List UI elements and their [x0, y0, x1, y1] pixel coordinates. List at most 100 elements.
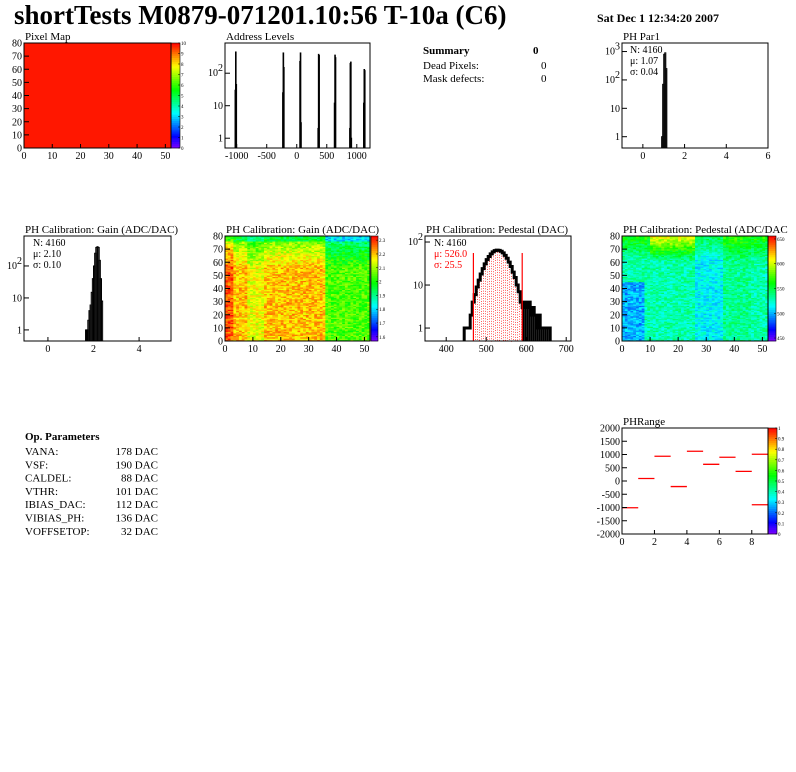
- heatmap-cell: [275, 263, 279, 266]
- heatmap-cell: [317, 251, 321, 254]
- heatmap-cell: [289, 279, 293, 281]
- heatmap-cell: [291, 299, 295, 301]
- heatmap-cell: [266, 253, 270, 255]
- heatmap-cell: [275, 268, 279, 271]
- heatmap-cell: [283, 305, 287, 308]
- heatmap-cell: [266, 241, 270, 243]
- heatmap-cell: [291, 250, 295, 252]
- heatmap-cell: [333, 266, 337, 268]
- heatmap-cell: [269, 249, 273, 251]
- heatmap-cell: [244, 288, 248, 291]
- heatmap-cell: [347, 257, 351, 259]
- fit-hatch-dot: [495, 280, 496, 281]
- fit-hatch-dot: [485, 300, 486, 302]
- heatmap-cell: [305, 331, 309, 334]
- heatmap-cell: [230, 245, 234, 247]
- heatmap-cell: [339, 300, 343, 302]
- heatmap-cell: [258, 257, 262, 259]
- fit-region-fill: [480, 274, 483, 341]
- heatmap-cell: [317, 243, 321, 246]
- heatmap-cell: [317, 271, 321, 273]
- heatmap-cell: [300, 337, 304, 339]
- heatmap-cell: [255, 302, 259, 305]
- heatmap-cell: [311, 266, 315, 268]
- fit-hatch-dot: [491, 313, 492, 315]
- heatmap-cell: [325, 268, 329, 271]
- heatmap-cell: [233, 339, 237, 342]
- heatmap-cell: [325, 325, 329, 327]
- heatmap-cell: [367, 242, 371, 245]
- heatmap-cell: [350, 238, 354, 241]
- fit-hatch-dot: [501, 330, 502, 332]
- heatmap-cell: [286, 268, 290, 271]
- fit-hatch-dot: [493, 296, 494, 298]
- heatmap-cell: [319, 312, 323, 314]
- heatmap-cell: [314, 250, 318, 252]
- heatmap-cell: [252, 274, 256, 276]
- heatmap-cell: [266, 291, 270, 293]
- fit-hatch-dot: [491, 323, 492, 325]
- heatmap-cell: [261, 296, 265, 298]
- dead-pixels-label: Dead Pixels:: [423, 60, 479, 72]
- heatmap-cell: [225, 239, 229, 242]
- heatmap-cell: [233, 284, 237, 287]
- heatmap-cell: [255, 279, 259, 281]
- fit-hatch-dot: [491, 330, 492, 332]
- heatmap-cell: [297, 320, 301, 322]
- heatmap-cell: [358, 237, 362, 239]
- heatmap-cell: [305, 333, 309, 335]
- heatmap-cell: [277, 237, 282, 239]
- fit-hatch-dot: [505, 299, 506, 301]
- heatmap-cell: [358, 275, 362, 277]
- heatmap-cell: [305, 334, 309, 336]
- heatmap-cell: [233, 260, 237, 263]
- fit-hatch-dot: [495, 307, 496, 309]
- heatmap-cell: [311, 254, 315, 256]
- heatmap-cell: [350, 271, 354, 273]
- heatmap-cell: [233, 304, 237, 306]
- heatmap-cell: [364, 236, 368, 238]
- heatmap-cell: [255, 331, 259, 334]
- heatmap-cell: [330, 320, 334, 322]
- heatmap-cell: [305, 337, 309, 339]
- heatmap-cell: [236, 322, 240, 325]
- heatmap-cell: [336, 285, 340, 288]
- colorbar-cell: [171, 95, 180, 98]
- fit-hatch-dot: [499, 292, 500, 294]
- heatmap-cell: [272, 337, 276, 339]
- heatmap-cell: [342, 258, 346, 260]
- heatmap-cell: [230, 313, 234, 315]
- heatmap-cell: [244, 266, 248, 268]
- heatmap-cell: [317, 274, 321, 276]
- heatmap-cell: [255, 285, 259, 288]
- heatmap-cell: [258, 249, 262, 251]
- heatmap-cell: [277, 253, 282, 255]
- heatmap-cell: [272, 250, 276, 252]
- heatmap-cell: [347, 264, 351, 267]
- heatmap-cell: [308, 323, 312, 326]
- heatmap-cell: [325, 333, 329, 335]
- heatmap-cell: [289, 296, 293, 298]
- heatmap-cell: [356, 263, 360, 266]
- heatmap-cell: [269, 308, 273, 310]
- heatmap-cell: [250, 274, 254, 276]
- heatmap-cell: [322, 238, 326, 241]
- heatmap-cell: [286, 243, 290, 246]
- heatmap-cell: [250, 247, 254, 250]
- heatmap-cell: [339, 245, 343, 247]
- heatmap-cell: [311, 239, 315, 242]
- heatmap-cell: [297, 327, 301, 330]
- heatmap-cell: [252, 327, 256, 330]
- heatmap-cell: [297, 313, 301, 315]
- heatmap-cell: [241, 305, 245, 308]
- heatmap-cell: [258, 283, 262, 285]
- heatmap-cell: [364, 308, 368, 310]
- heatmap-cell: [308, 239, 312, 242]
- histogram-bin: [665, 68, 668, 149]
- heatmap-cell: [358, 238, 362, 241]
- heatmap-cell: [342, 260, 346, 263]
- heatmap-cell: [255, 271, 259, 273]
- heatmap-cell: [264, 283, 268, 285]
- colorbar-cell: [171, 127, 180, 130]
- heatmap-cell: [353, 263, 357, 266]
